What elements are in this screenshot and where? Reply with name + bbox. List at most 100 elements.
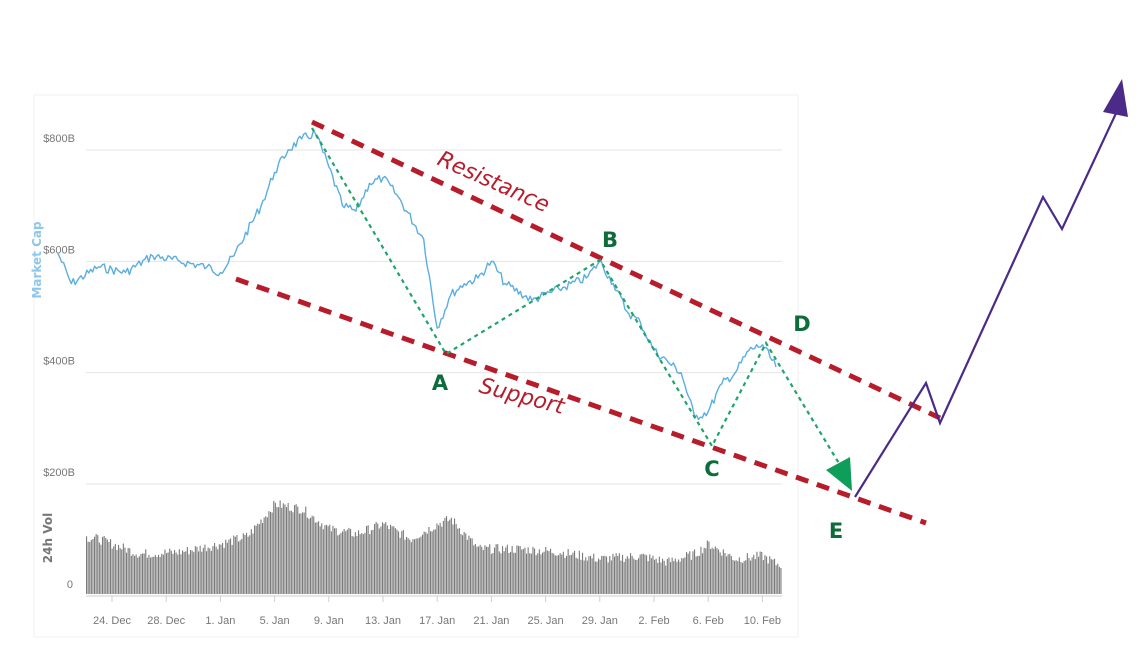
volume-bar [662, 558, 664, 594]
volume-bar [474, 544, 476, 594]
volume-bar [332, 525, 334, 594]
volume-bar [222, 543, 224, 594]
volume-bar [762, 560, 764, 594]
volume-bar [324, 525, 326, 594]
volume-bar [322, 529, 324, 594]
volume-bar [482, 550, 484, 594]
volume-bar [778, 566, 780, 594]
volume-bar [502, 546, 504, 594]
y-tick-label: $400B [43, 356, 75, 368]
volume-bar [274, 502, 276, 594]
volume-bar [369, 534, 371, 594]
volume-bar [342, 531, 344, 594]
volume-bar [290, 510, 292, 594]
volume-bar [770, 559, 772, 594]
volume-bar [639, 554, 641, 594]
volume-bar [730, 556, 732, 594]
volume-bar [719, 552, 721, 594]
volume-bar [546, 550, 548, 594]
volume-bar [690, 559, 692, 594]
volume-bar [674, 558, 676, 594]
volume-bar [684, 557, 686, 594]
volume-bar [121, 549, 123, 594]
volume-bar [444, 517, 446, 594]
volume-bar [460, 534, 462, 594]
volume-bar [89, 542, 91, 594]
volume-bar [249, 535, 251, 594]
volume-bar [478, 546, 480, 594]
volume-bar [383, 523, 385, 594]
volume-bar [666, 559, 668, 594]
volume-bar [737, 561, 739, 594]
volume-bar [652, 555, 654, 594]
volume-bar [575, 557, 577, 594]
volume-bar [532, 546, 534, 594]
volume-bar [151, 556, 153, 594]
volume-bar [231, 544, 233, 594]
volume-bar [578, 550, 580, 594]
x-tick-label: 21. Jan [473, 615, 509, 627]
volume-bar [241, 539, 243, 594]
volume-bar [476, 546, 478, 594]
volume-bar [330, 531, 332, 594]
volume-bar [182, 550, 184, 594]
volume-bar [772, 559, 774, 594]
volume-bar [337, 535, 339, 594]
volume-bar [545, 547, 547, 594]
volume-bar [394, 528, 396, 594]
x-tick-label: 29. Jan [582, 615, 618, 627]
x-tick-labels: 24. Dec 28. Dec 1. Jan 5. Jan 9. Jan 13. Jan 1… [86, 595, 782, 627]
volume-bar [372, 529, 374, 594]
volume-bar [535, 555, 537, 594]
volume-bar [522, 549, 524, 594]
volume-bar [340, 532, 342, 594]
volume-bar [108, 542, 110, 594]
volume-bar [308, 518, 310, 594]
resistance-line [310, 119, 942, 421]
volume-bar [401, 531, 403, 594]
x-tick-label: 10. Feb [744, 615, 781, 627]
volume-bar [338, 534, 340, 594]
volume-bar [727, 554, 729, 594]
volume-bar [169, 548, 171, 594]
volume-bar [766, 556, 768, 594]
volume-bar [258, 524, 260, 594]
volume-bar [90, 540, 92, 594]
volume-bar [732, 560, 734, 594]
volume-bar [202, 547, 204, 594]
volume-bar [127, 547, 129, 594]
volume-bar [86, 536, 88, 594]
volume-bar [263, 517, 265, 594]
volume-bar [414, 539, 416, 594]
volume-bar [114, 543, 116, 594]
volume-bar [188, 554, 190, 594]
volume-bar [754, 559, 756, 594]
volume-bar [129, 548, 131, 594]
volume-bar [292, 512, 294, 594]
volume-bar [402, 530, 404, 594]
volume-bar [538, 549, 540, 594]
volume-bar [471, 538, 473, 594]
volume-bar [702, 553, 704, 594]
volume-bar [594, 561, 596, 594]
volume-bar [740, 562, 742, 594]
volume-bar [596, 561, 598, 594]
volume-bar [439, 523, 441, 594]
volume-bar [92, 538, 94, 594]
volume-bar [585, 557, 587, 594]
volume-bar [681, 558, 683, 594]
volume-bar [510, 551, 512, 594]
volume-bar [494, 547, 496, 594]
volume-bar [726, 556, 728, 594]
volume-bar [377, 523, 379, 594]
volume-bar [423, 531, 425, 594]
volume-bar [697, 555, 699, 594]
volume-bar [602, 556, 604, 594]
volume-bar [196, 546, 198, 594]
volume-bar [382, 522, 384, 594]
volume-bar [458, 528, 460, 594]
volume-bar [154, 554, 156, 594]
volume-bar [140, 554, 142, 594]
volume-bar [556, 555, 558, 594]
